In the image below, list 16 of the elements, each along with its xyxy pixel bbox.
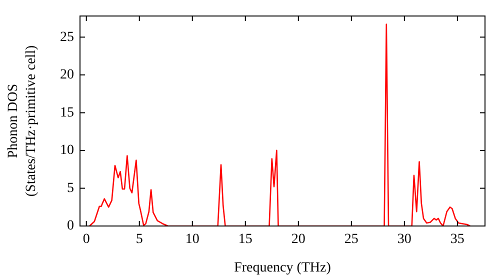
y-tick-label: 25 bbox=[60, 30, 74, 45]
x-tick-label: 35 bbox=[450, 232, 464, 248]
x-tick-label: 5 bbox=[136, 232, 143, 248]
y-axis-title: Phonon DOS (States/THz·primitive cell) bbox=[6, 45, 39, 197]
x-tick-label: 30 bbox=[397, 232, 412, 248]
y-tick-label: 0 bbox=[67, 218, 74, 234]
y-tick-label: 15 bbox=[60, 105, 74, 120]
x-tick-label: 0 bbox=[82, 232, 90, 248]
y-tick-label: 20 bbox=[60, 68, 74, 83]
x-tick-label: 15 bbox=[238, 232, 252, 248]
x-tick-label: 20 bbox=[291, 232, 306, 248]
y-tick-label: 10 bbox=[60, 143, 74, 158]
x-axis-title: Frequency (THz) bbox=[234, 260, 332, 276]
x-tick-label: 10 bbox=[185, 232, 200, 248]
x-tick-label: 25 bbox=[344, 232, 358, 248]
y-tick-label: 5 bbox=[67, 180, 74, 196]
